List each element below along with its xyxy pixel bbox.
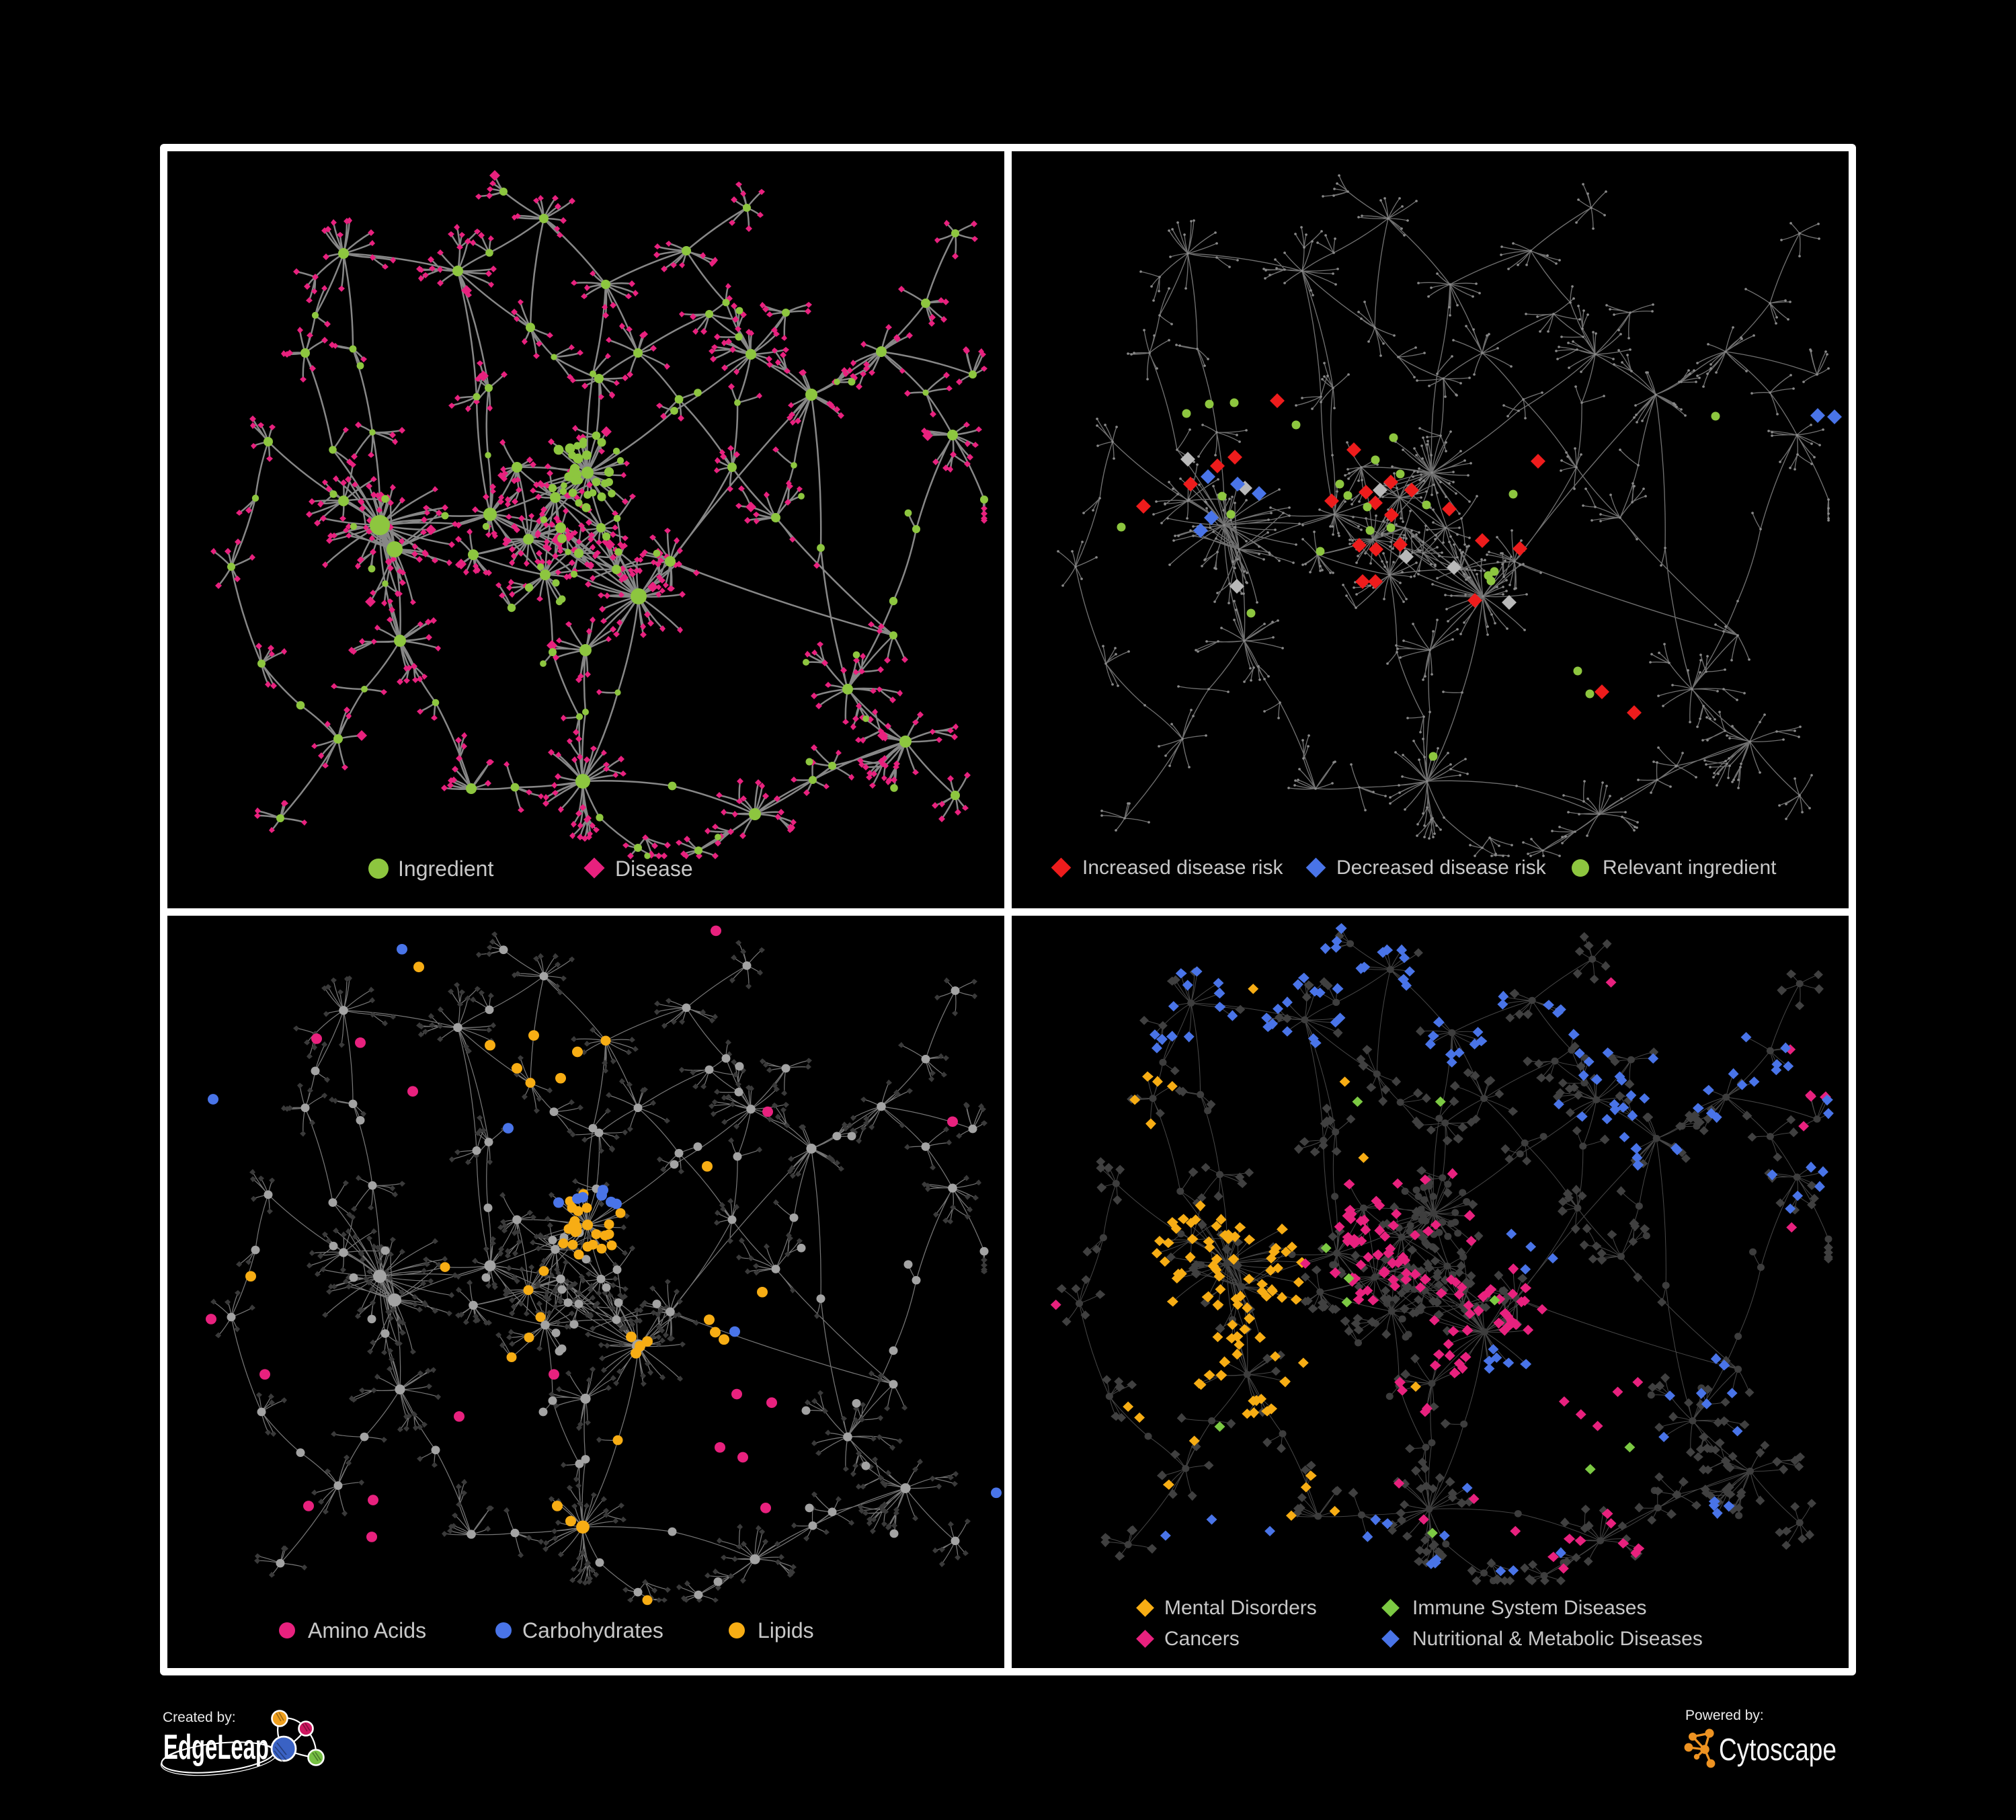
svg-text:EdgeLeap: EdgeLeap: [163, 1728, 269, 1767]
svg-text:Cytoscape: Cytoscape: [1719, 1732, 1837, 1767]
